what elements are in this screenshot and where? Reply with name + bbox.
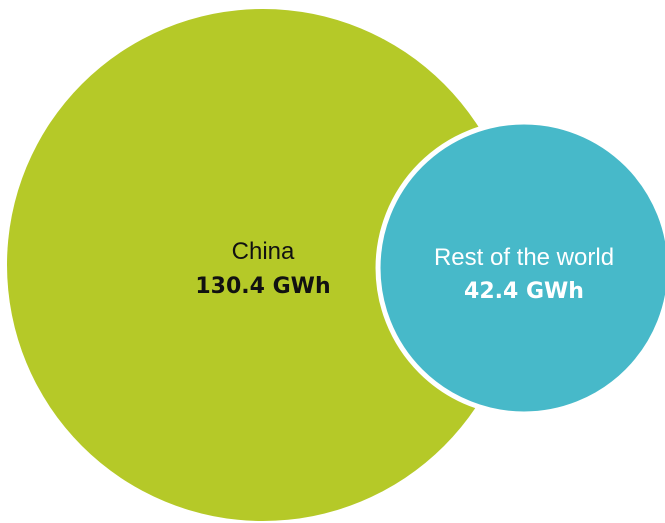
bubble-value-label: 42.4 GWh bbox=[464, 279, 584, 304]
labels-group: China 130.4 GWh Rest of the world 42.4 GWh bbox=[195, 238, 614, 304]
bubbles-group bbox=[7, 9, 665, 521]
bubble-name-label: China bbox=[232, 238, 295, 265]
bubble-china bbox=[7, 9, 519, 521]
bubble-name-label: Rest of the world bbox=[434, 244, 614, 271]
bubble-value-label: 130.4 GWh bbox=[195, 274, 330, 299]
bubble-rest-of-the-world bbox=[375, 119, 665, 417]
